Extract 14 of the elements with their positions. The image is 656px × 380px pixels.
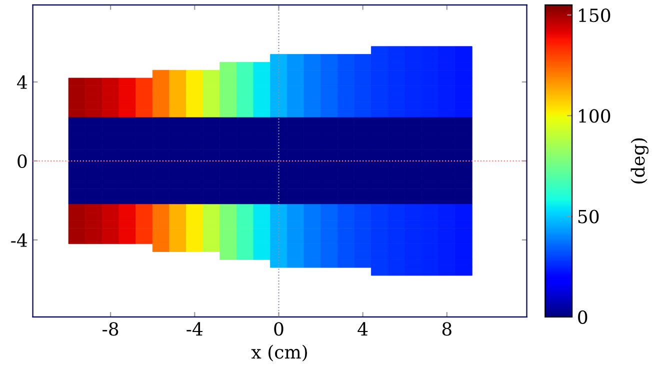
color-bar-title: (deg)	[630, 138, 649, 184]
x-tick-label: 8	[442, 322, 452, 336]
x-tick-label: 0	[274, 322, 284, 336]
y-tick-label: -4	[11, 233, 28, 247]
x-tick-label: -4	[186, 322, 203, 336]
y-tick-label: 0	[18, 154, 27, 168]
x-tick-label: 4	[358, 322, 368, 336]
color-bar-label: 100	[579, 109, 610, 123]
y-tick-label: 4	[17, 75, 28, 89]
x-tick-label: -8	[102, 322, 118, 336]
color-bar-label: 150	[579, 8, 610, 22]
color-bar-label: 0	[578, 310, 588, 324]
color-bar-label: 50	[578, 210, 599, 224]
x-axis-title: x (cm)	[251, 344, 307, 362]
